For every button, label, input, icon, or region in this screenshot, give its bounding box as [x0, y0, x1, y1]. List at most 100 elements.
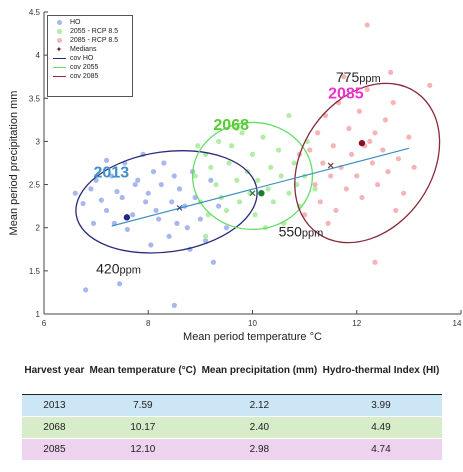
scatter-point-2055: [286, 190, 292, 196]
scatter-point-ho: [158, 181, 164, 188]
median-star-icon: ✦: [55, 44, 63, 54]
scatter-point-2085: [382, 117, 389, 123]
scatter-point-ho: [153, 207, 159, 214]
scatter-point-2085: [372, 130, 378, 136]
scatter-point-2055: [216, 138, 222, 145]
chart-legend: HO 2055 - RCP 8.5 2085 - RCP 8.5 ✦ Media…: [47, 15, 133, 97]
scatter-point-2085: [364, 87, 370, 93]
cell-temperature: 10.17: [86, 416, 199, 439]
header-harvest-year: Harvest year: [22, 347, 87, 395]
trend-line: [111, 147, 410, 227]
x-tick-label: 6: [42, 319, 47, 328]
scatter-point-ho: [143, 199, 149, 205]
legend-line-cov-2055: [52, 67, 66, 68]
table-row: 2085 12.10 2.98 4.74: [22, 438, 442, 461]
y-tick-label: 4: [36, 51, 41, 60]
scatter-point-ho: [171, 302, 177, 308]
scatter-point-2085: [388, 69, 394, 75]
scatter-point-2055: [291, 160, 297, 166]
scatter-point-ho: [145, 190, 151, 196]
scatter-point-2085: [354, 173, 360, 179]
y-tick-label: 3.5: [29, 94, 41, 103]
scatter-point-ho: [132, 181, 138, 188]
scatter-point-ho: [216, 203, 222, 209]
cell-precipitation: 2.40: [198, 416, 320, 439]
y-tick-label: 4.5: [29, 8, 41, 17]
scatter-point-ho: [197, 216, 203, 222]
cell-hi: 3.99: [319, 394, 442, 417]
legend-item-cov-ho: cov HO: [51, 54, 129, 63]
summary-table: Harvest year Mean temperature (°C) Mean …: [22, 347, 442, 461]
co2-annotation: 420ppm: [96, 260, 141, 276]
scatter-point-2055: [260, 134, 266, 140]
cell-year: 2068: [22, 416, 87, 439]
scatter-point-2085: [343, 186, 349, 192]
scatter-point-2085: [364, 22, 370, 28]
scatter-point-ho: [88, 186, 94, 192]
y-tick-label: 1: [36, 310, 41, 319]
scatter-point-2055: [213, 181, 219, 188]
x-tick-label: 10: [248, 319, 257, 328]
scatter-point-2055: [275, 147, 282, 153]
scatter-point-2085: [372, 259, 378, 265]
scatter-point-ho: [114, 188, 120, 195]
scatter-point-ho: [148, 242, 154, 248]
scatter-point-ho: [90, 220, 97, 226]
scatter-point-2085: [356, 108, 362, 114]
scatter-point-ho: [103, 157, 110, 164]
scatter-point-2085: [359, 194, 365, 201]
co2-annotation: 550ppm: [279, 223, 324, 239]
legend-line-cov-ho: [52, 58, 66, 59]
scatter-point-2085: [380, 147, 386, 153]
scatter-point-2085: [346, 125, 352, 132]
cross-marker: [249, 190, 256, 197]
scatter-point-2055: [208, 164, 214, 170]
scatter-point-ho: [210, 259, 217, 265]
scatter-point-2055: [249, 151, 256, 157]
cell-precipitation: 2.98: [198, 438, 320, 461]
legend-item-2055: 2055 - RCP 8.5: [51, 27, 129, 36]
scatter-point-2085: [307, 147, 313, 153]
scatter-point-ho: [156, 216, 162, 222]
median-marker-2085: [358, 139, 366, 147]
legend-item-cov-2055: cov 2055: [51, 63, 129, 72]
y-axis-label: Mean period precipitation mm: [8, 91, 20, 236]
cell-precipitation: 2.12: [198, 394, 320, 417]
cell-hi: 4.49: [319, 416, 442, 439]
scatter-point-2085: [375, 181, 381, 188]
x-tick-label: 14: [453, 319, 462, 328]
legend-item-medians: ✦ Medians: [55, 44, 97, 54]
cell-temperature: 12.10: [86, 438, 199, 461]
legend-dot-2085: [56, 38, 62, 43]
legend-dot-2055: [56, 29, 62, 34]
scatter-point-2055: [226, 160, 232, 166]
year-annotation: 2013: [94, 165, 130, 182]
cell-temperature: 7.59: [86, 394, 199, 417]
scatter-point-ho: [169, 199, 175, 205]
scatter-point-2085: [333, 207, 339, 214]
scatter-point-ho: [80, 200, 86, 207]
year-annotation: 2068: [213, 117, 249, 134]
header-mean-temperature: Mean temperature (°C): [86, 347, 199, 395]
scatter-point-2055: [268, 164, 274, 170]
scatter-point-2085: [317, 199, 323, 205]
scatter-point-2085: [328, 173, 334, 179]
scatter-point-2055: [202, 233, 209, 239]
legend-item-cov-2085: cov 2085: [51, 72, 129, 81]
scatter-point-2085: [406, 134, 412, 140]
scatter-point-ho: [171, 173, 177, 179]
scatter-point-2085: [369, 160, 375, 166]
scatter-point-2055: [278, 173, 284, 179]
scatter-point-2085: [315, 130, 321, 136]
scatter-point-2085: [401, 190, 407, 196]
x-tick-label: 8: [146, 319, 151, 328]
scatter-point-2055: [294, 181, 300, 188]
y-tick-label: 2.5: [29, 181, 41, 190]
scatter-point-2085: [367, 138, 373, 145]
x-tick-label: 12: [352, 319, 361, 328]
scatter-point-2085: [411, 164, 417, 170]
scatter-point-2085: [385, 169, 391, 175]
y-tick-label: 3: [36, 137, 41, 146]
scatter-point-2055: [239, 130, 245, 136]
covariance-ellipse-2085: [294, 82, 441, 244]
